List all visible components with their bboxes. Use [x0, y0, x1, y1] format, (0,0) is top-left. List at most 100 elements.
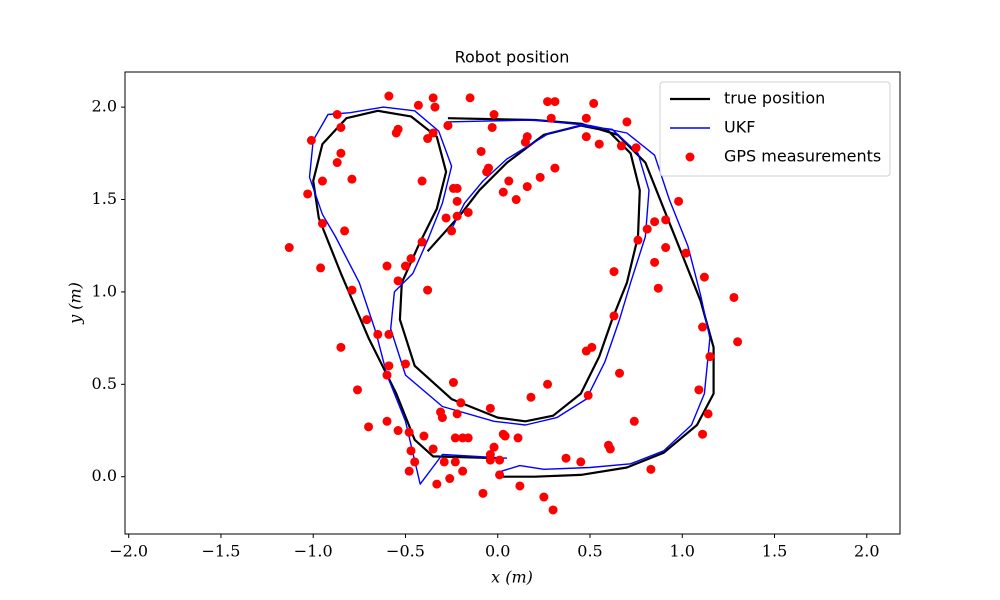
gps-point — [465, 93, 475, 103]
gps-point — [485, 403, 495, 413]
gps-point — [539, 492, 549, 502]
x-tick-label: −1.0 — [294, 542, 333, 561]
gps-point — [463, 207, 473, 217]
gps-point — [437, 413, 447, 423]
gps-point — [364, 422, 374, 432]
gps-point — [583, 390, 593, 400]
gps-point — [336, 122, 346, 132]
gps-point — [336, 148, 346, 158]
gps-point — [439, 457, 449, 467]
gps-point — [661, 215, 671, 225]
gps-point — [347, 285, 357, 295]
gps-point — [441, 213, 451, 223]
gps-point — [404, 427, 414, 437]
gps-point — [332, 158, 342, 168]
gps-point — [340, 226, 350, 236]
gps-point — [699, 272, 709, 282]
gps-point — [384, 91, 394, 101]
legend-label: GPS measurements — [724, 147, 881, 166]
gps-point — [445, 474, 455, 484]
gps-point — [703, 409, 713, 419]
gps-point — [622, 117, 632, 127]
gps-point — [653, 283, 663, 293]
gps-point — [642, 224, 652, 234]
gps-point — [353, 385, 362, 395]
gps-point — [450, 433, 460, 443]
y-tick-label: 0.5 — [92, 374, 117, 393]
y-tick-label: 0.0 — [92, 466, 117, 485]
gps-point — [550, 97, 560, 107]
gps-point — [478, 488, 488, 498]
gps-point — [404, 466, 414, 476]
gps-point — [581, 132, 591, 142]
gps-point — [522, 182, 532, 192]
gps-point — [417, 237, 427, 247]
gps-point — [513, 433, 523, 443]
gps-point — [705, 352, 715, 362]
gps-point — [489, 442, 499, 452]
gps-point — [450, 457, 460, 467]
y-tick-label: 2.0 — [92, 97, 117, 116]
gps-point — [498, 187, 508, 197]
gps-point — [526, 392, 536, 402]
gps-point — [384, 361, 394, 371]
gps-point — [458, 466, 468, 476]
legend-label: true position — [724, 89, 825, 108]
gps-point — [589, 98, 599, 108]
gps-point — [482, 167, 492, 177]
gps-point — [432, 479, 442, 489]
gps-point — [489, 110, 499, 120]
gps-point — [633, 235, 643, 245]
gps-point — [303, 189, 313, 199]
gps-point — [391, 128, 401, 138]
gps-point — [393, 276, 403, 286]
gps-point — [443, 121, 453, 131]
gps-point — [452, 211, 462, 221]
gps-point — [384, 329, 394, 339]
gps-point — [581, 113, 591, 123]
x-axis-label: x (m) — [491, 568, 533, 587]
gps-point — [463, 433, 473, 443]
gps-point — [452, 196, 462, 206]
gps-point — [729, 292, 739, 302]
gps-point — [609, 267, 619, 277]
gps-point — [698, 429, 708, 439]
gps-point — [587, 342, 597, 352]
gps-point — [605, 444, 615, 454]
y-tick-label: 1.5 — [92, 189, 117, 208]
x-tick-label: 1.0 — [670, 542, 695, 561]
gps-point — [284, 243, 294, 253]
gps-point — [373, 329, 383, 339]
gps-point — [616, 141, 626, 151]
x-tick-label: 0.5 — [577, 542, 602, 561]
gps-point — [406, 446, 416, 456]
gps-point — [609, 311, 619, 321]
gps-point — [413, 100, 423, 110]
gps-point — [495, 470, 505, 480]
gps-point — [362, 315, 372, 325]
gps-point — [347, 174, 357, 184]
gps-point — [650, 257, 660, 267]
gps-point — [423, 134, 433, 144]
gps-point — [336, 342, 346, 352]
y-tick-label: 1.0 — [92, 281, 117, 300]
gps-point — [382, 416, 392, 426]
gps-point — [423, 285, 433, 295]
gps-point — [646, 464, 656, 474]
gps-point — [316, 263, 326, 273]
plot-frame — [124, 71, 901, 535]
plot-area — [284, 91, 743, 515]
gps-point — [576, 457, 586, 467]
series-line — [308, 106, 711, 485]
gps-point — [430, 102, 440, 112]
x-tick-label: −0.5 — [386, 542, 425, 561]
gps-point — [476, 146, 486, 156]
gps-point — [306, 135, 316, 145]
legend-label: UKF — [724, 118, 755, 137]
gps-point — [550, 163, 560, 173]
gps-point — [495, 455, 505, 465]
gps-point — [661, 243, 671, 253]
legend-swatch — [685, 152, 695, 162]
gps-point — [511, 195, 521, 205]
